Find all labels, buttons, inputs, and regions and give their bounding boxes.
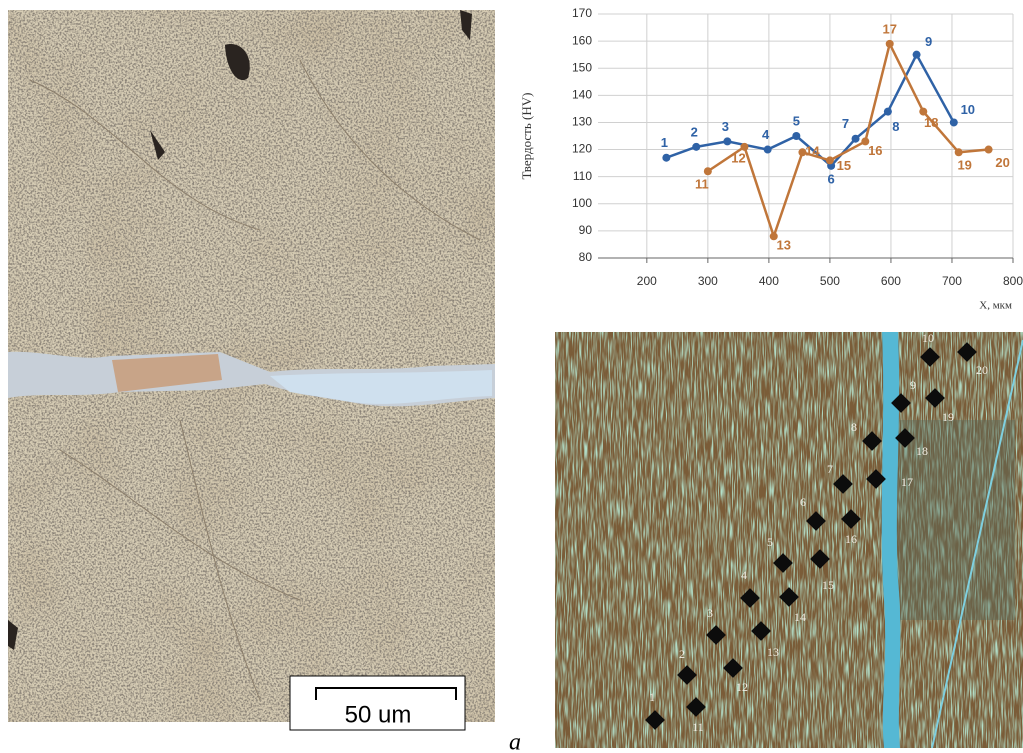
y-tick-label: 130 [572,115,592,129]
point-label: 1 [661,135,668,150]
point-label: 17 [882,21,896,36]
indent-label: 5 [767,535,773,549]
x-axis-title: X, мкм [979,300,1012,312]
data-point [764,146,772,154]
data-point [723,137,731,145]
x-tick-label: 300 [698,274,718,288]
indent-label: 3 [707,606,713,620]
indent-label: 1 [649,690,655,704]
point-label: 10 [961,102,975,117]
point-label: 14 [805,144,820,159]
point-label: 7 [842,116,849,131]
data-point [662,154,670,162]
figure: 50 um a 80901001101201301401501601702003… [0,0,1023,753]
indent-label: 20 [976,363,988,377]
point-label: 4 [762,127,770,142]
y-tick-label: 120 [572,142,592,156]
data-point [955,148,963,156]
x-tick-label: 500 [820,274,840,288]
point-label: 5 [793,113,800,128]
point-label: 9 [925,34,932,49]
point-label: 12 [731,150,745,165]
data-point [886,40,894,48]
y-tick-label: 150 [572,60,592,74]
x-tick-label: 600 [881,274,901,288]
indent-label: 19 [942,410,954,424]
indent-label: 2 [679,647,685,661]
point-label: 19 [957,158,971,173]
indent-label: 14 [794,610,806,624]
indent-label: 12 [736,680,748,694]
data-point [913,51,921,59]
y-tick-label: 160 [572,33,592,47]
data-point [950,118,958,126]
y-axis-title: Твердость (HV) [519,93,534,180]
data-point [826,156,834,164]
indent-label: 10 [922,331,934,345]
micrograph-left [8,10,495,722]
point-label: 2 [691,124,698,139]
indent-label: 17 [901,475,913,489]
point-label: 13 [777,238,791,253]
data-point [704,167,712,175]
panel-label: a [509,730,521,753]
indent-label: 16 [845,532,857,546]
indent-label: 8 [851,420,857,434]
point-label: 18 [924,115,938,130]
y-tick-label: 80 [579,250,593,264]
indent-label: 13 [767,645,779,659]
y-tick-label: 100 [572,196,592,210]
data-point [852,135,860,143]
indent-label: 18 [916,444,928,458]
x-tick-label: 200 [637,274,657,288]
indent-label: 9 [910,378,916,392]
point-label: 3 [722,119,729,134]
indent-label: 4 [741,568,747,582]
y-tick-label: 140 [572,88,592,102]
indent-label: 15 [822,578,834,592]
data-point [985,146,993,154]
x-tick-label: 700 [942,274,962,288]
y-tick-label: 90 [579,223,593,237]
point-label: 20 [995,155,1009,170]
indent-label: 7 [827,462,833,476]
indent-label: 6 [800,495,806,509]
point-label: 16 [868,143,882,158]
data-point [792,132,800,140]
point-label: 8 [892,119,899,134]
point-label: 6 [828,171,835,186]
data-point [692,143,700,151]
indent-label: 11 [692,720,704,734]
y-tick-label: 170 [572,6,592,20]
scale-bar-label: 50 um [345,701,412,728]
data-point [884,108,892,116]
x-tick-label: 800 [1003,274,1023,288]
point-label: 15 [837,158,851,173]
x-tick-label: 400 [759,274,779,288]
y-tick-label: 110 [573,169,592,183]
point-label: 11 [695,177,709,192]
series-line [708,44,989,236]
